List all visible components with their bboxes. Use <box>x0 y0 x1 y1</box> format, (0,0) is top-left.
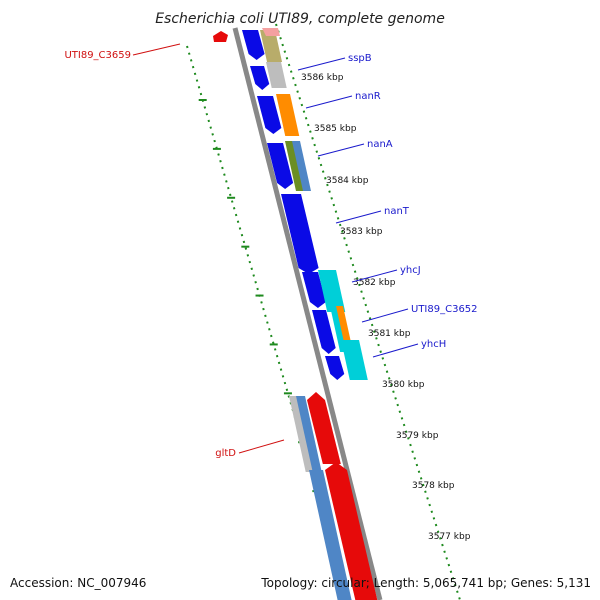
outer-tick-track <box>275 23 461 600</box>
map-title: Escherichia coli UTI89, complete genome <box>155 11 445 27</box>
forward-gene-arrow <box>267 143 294 189</box>
gene-label: nanR <box>355 91 381 102</box>
gene-label: nanA <box>367 139 393 150</box>
reverse-cog-block <box>289 396 315 472</box>
forward-strand-genes <box>242 30 345 380</box>
gene-label-leader <box>335 210 382 224</box>
gene-label-leader <box>297 57 346 71</box>
gene-label-leader <box>238 439 285 454</box>
forward-gene-arrow <box>302 272 326 308</box>
genome-summary: Topology: circular; Length: 5,065,741 bp… <box>260 576 591 590</box>
forward-gene-arrow <box>281 194 319 274</box>
forward-cog-block <box>260 30 283 62</box>
tick-label: 3586 kbp <box>301 73 344 83</box>
gene-label: UTI89_C3652 <box>411 304 478 315</box>
gene-label-leader <box>351 269 398 283</box>
tick-label: 3583 kbp <box>340 227 383 237</box>
gene-label-leader <box>361 308 409 323</box>
forward-cog-block <box>341 340 368 380</box>
gene-label-leader <box>132 43 181 56</box>
forward-gene-arrow <box>325 356 345 380</box>
tick-label: 3578 kbp <box>412 481 455 491</box>
accession-label: Accession: NC_007946 <box>10 576 146 590</box>
gene-label-leader <box>305 95 353 109</box>
gene-label: yhcJ <box>400 265 421 276</box>
genome-backbone <box>232 27 383 600</box>
forward-gene-arrow <box>250 66 270 90</box>
forward-cog-block <box>285 141 304 191</box>
forward-cog-block <box>292 141 311 191</box>
gene-labels: sspB nanR nanA nanT yhcJ UTI89_C3652 yhcH UTI89… <box>64 43 478 459</box>
forward-cog-block <box>276 94 300 136</box>
tick-label: 3585 kbp <box>314 124 357 134</box>
gene-label: gltD <box>215 448 236 459</box>
reverse-strand-genes <box>213 28 378 600</box>
inner-dotted-track <box>186 45 349 600</box>
tick-label: 3581 kbp <box>368 329 411 339</box>
forward-gene-arrow <box>312 310 336 354</box>
reverse-gene-arrow <box>307 392 341 464</box>
forward-cog-block <box>266 62 287 88</box>
reverse-cog-block <box>262 28 280 36</box>
gene-label: nanT <box>384 206 410 217</box>
gene-label-leader <box>372 343 419 358</box>
reverse-cog-block <box>296 396 322 472</box>
tick-label: 3582 kbp <box>353 278 396 288</box>
forward-gene-arrow <box>257 96 282 134</box>
forward-cog-track <box>260 30 368 380</box>
reverse-cog-track <box>289 396 352 600</box>
tick-label: 3579 kbp <box>396 431 439 441</box>
forward-cog-block <box>318 270 346 312</box>
gene-label: UTI89_C3659 <box>64 50 131 61</box>
gene-label-leader <box>317 143 365 157</box>
forward-gene-arrow <box>242 30 265 60</box>
gene-label: yhcH <box>421 339 446 350</box>
outer-dotted-track <box>275 23 461 600</box>
reverse-gene-arrow <box>213 31 228 42</box>
reverse-cog-block <box>309 470 352 600</box>
tick-label: 3577 kbp <box>428 532 471 542</box>
tick-label: 3584 kbp <box>326 176 369 186</box>
tick-labels: 3586 kbp 3585 kbp 3584 kbp 3583 kbp 3582 kbp… <box>301 73 471 542</box>
reverse-gene-arrow <box>325 462 378 600</box>
tick-label: 3580 kbp <box>382 380 425 390</box>
gene-label: sspB <box>348 53 372 64</box>
